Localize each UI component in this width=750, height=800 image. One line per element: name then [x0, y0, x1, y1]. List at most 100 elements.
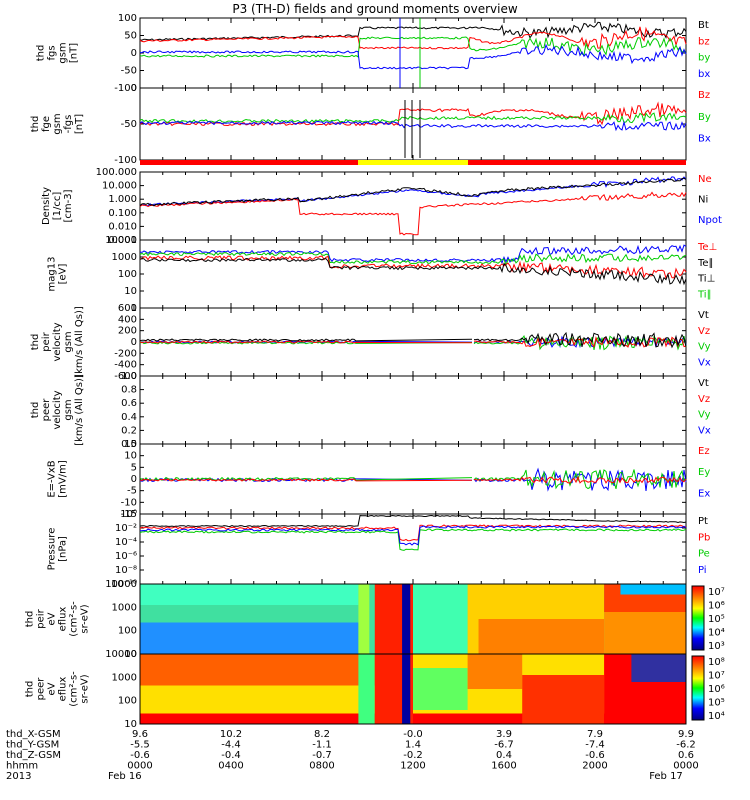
y-tick-label: 100.000	[96, 167, 137, 178]
y-tick-label: 15	[124, 439, 137, 450]
y-tick-label: 1000	[112, 602, 137, 613]
legend-entry: Te⊥	[697, 242, 717, 253]
y-tick-label: 1.0	[121, 371, 137, 382]
colorbar-tick-label: 10⁵	[708, 614, 725, 625]
y-axis-label: thdpeervelocitygsm[km/s (All Qs)]	[30, 374, 85, 446]
ephemeris-value: Feb 17	[649, 771, 683, 782]
y-tick-label: 0.100	[108, 208, 137, 219]
panel-p3: 100.000 10.000 1.000 0.100 0.010 0.001 Density…	[41, 167, 722, 246]
y-tick-label: 100	[118, 13, 137, 24]
legend-entry: Pe	[698, 549, 710, 560]
panel-frame	[139, 17, 687, 89]
ephemeris-value: -0.7	[312, 750, 332, 761]
y-tick-label: 10000	[105, 649, 137, 660]
y-tick-label: -200	[114, 348, 137, 359]
y-tick-label: 10	[124, 649, 137, 660]
legend-entry: Bt	[698, 20, 709, 31]
panel-p6: 1.0 0.8 0.6 0.4 0.2 0.0 thdpeervelocitygsm[km/…	[30, 371, 711, 450]
y-tick-label: 0	[131, 48, 137, 59]
ephemeris-value: 1600	[491, 761, 516, 772]
y-axis-label: mag13[eV]	[47, 257, 69, 292]
region-bar	[358, 160, 468, 165]
legend-entry: Pi	[698, 565, 707, 576]
y-tick-label: 50	[124, 31, 137, 42]
ephemeris-value: Feb 16	[108, 771, 142, 782]
ephemeris-value: 9.6	[132, 729, 148, 740]
ephemeris-value: -5.5	[130, 740, 150, 751]
y-tick-label: 10	[124, 719, 137, 730]
legend-entry: Vt	[698, 310, 709, 321]
y-tick-label: 1000	[112, 672, 137, 683]
colorbar-tick-label: 10⁸	[708, 657, 725, 668]
y-axis-label: thdfgegsm-fgs[nT]	[30, 113, 85, 134]
ephemeris-row-label: thd_X-GSM	[6, 729, 61, 740]
ephemeris-value: 0.6	[678, 750, 694, 761]
y-tick-label: 10.000	[102, 181, 137, 192]
y-tick-label: -15	[121, 509, 137, 520]
y-axis-label: thdfgsgsm[nT]	[36, 42, 80, 63]
legend-entry: Ni	[698, 195, 708, 206]
y-tick-label: 10⁻¹⁰	[111, 579, 137, 590]
y-tick-label: 600	[118, 303, 137, 314]
y-tick-label: 1	[131, 303, 137, 314]
y-tick-label: 200	[118, 326, 137, 337]
y-tick-label: 0.6	[121, 398, 137, 409]
ephemeris-value: 1200	[400, 761, 425, 772]
y-tick-label: -100	[114, 83, 137, 94]
colorbar-tick-label: 10⁵	[708, 698, 725, 709]
ephemeris-value: 0000	[673, 761, 698, 772]
y-tick-label: -50	[121, 66, 137, 77]
legend-entry: Te∥	[697, 258, 714, 269]
ephemeris-value: -0.4	[221, 750, 241, 761]
y-axis-label: thdpeirvelocitygsm[km/s (All Qs)]	[30, 306, 85, 378]
ephemeris-row-label: thd_Z-GSM	[6, 750, 61, 761]
y-tick-label: -600	[114, 371, 137, 382]
legend-entry: Ti∥	[697, 289, 712, 300]
ephemeris-value: -0.2	[403, 750, 423, 761]
y-axis-label: thdpeereVeflux(cm²-s-sr-eV)	[25, 671, 91, 707]
y-tick-label: 0.010	[108, 221, 137, 232]
panel-p10: 10000 1000 100 10 thdpeereVeflux(cm²-s-sr-eV…	[25, 649, 725, 730]
y-tick-label: 1.000	[108, 194, 137, 205]
ephemeris-value: 2000	[582, 761, 607, 772]
y-tick-label: 100	[118, 696, 137, 707]
colorbar-tick-label: 10⁶	[708, 684, 725, 695]
ephemeris-value: 0400	[218, 761, 243, 772]
spectrogram	[139, 653, 687, 725]
legend-entry: Vx	[698, 357, 711, 368]
colorbar-tick-label: 10⁷	[708, 671, 725, 682]
colorbar-tick-label: 10³	[708, 641, 725, 652]
legend-entry: Pt	[698, 516, 708, 527]
y-tick-label: 0	[131, 474, 137, 485]
ephemeris-row-label: hhmm	[6, 761, 38, 772]
y-tick-label: 10⁰	[120, 509, 137, 520]
y-tick-label: 10⁻⁶	[115, 551, 137, 562]
legend-entry: Vz	[698, 394, 710, 405]
colorbar-tick-label: 10⁶	[708, 601, 725, 612]
ephemeris-value: -7.4	[585, 740, 605, 751]
y-tick-label: -10	[121, 497, 137, 508]
y-axis-label: thdpeireVeflux(cm²-s-sr-eV)	[25, 601, 91, 637]
ephemeris-value: 0.4	[496, 750, 512, 761]
y-tick-label: 0	[131, 83, 137, 94]
ephemeris-value: 9.9	[678, 729, 694, 740]
y-tick-label: 400	[118, 314, 137, 325]
colorbar	[691, 585, 705, 651]
y-tick-label: -100	[114, 155, 137, 166]
legend-entry: by	[698, 53, 710, 64]
ephemeris-value: -6.2	[676, 740, 696, 751]
y-tick-label: 0.0	[121, 439, 137, 450]
legend-entry: Vt	[698, 378, 709, 389]
legend-entry: Ne	[698, 174, 712, 185]
ephemeris-value: 3.9	[496, 729, 512, 740]
y-tick-label: 0.4	[121, 412, 137, 423]
y-tick-label: 0.2	[121, 425, 137, 436]
ephemeris-value: 0000	[127, 761, 152, 772]
y-tick-label: 100	[118, 269, 137, 280]
y-tick-label: 10000	[105, 235, 137, 246]
y-tick-label: 100	[118, 626, 137, 637]
region-bar	[468, 160, 686, 165]
ephemeris-value: -4.4	[221, 740, 241, 751]
ephemeris-value: -0.0	[403, 729, 423, 740]
